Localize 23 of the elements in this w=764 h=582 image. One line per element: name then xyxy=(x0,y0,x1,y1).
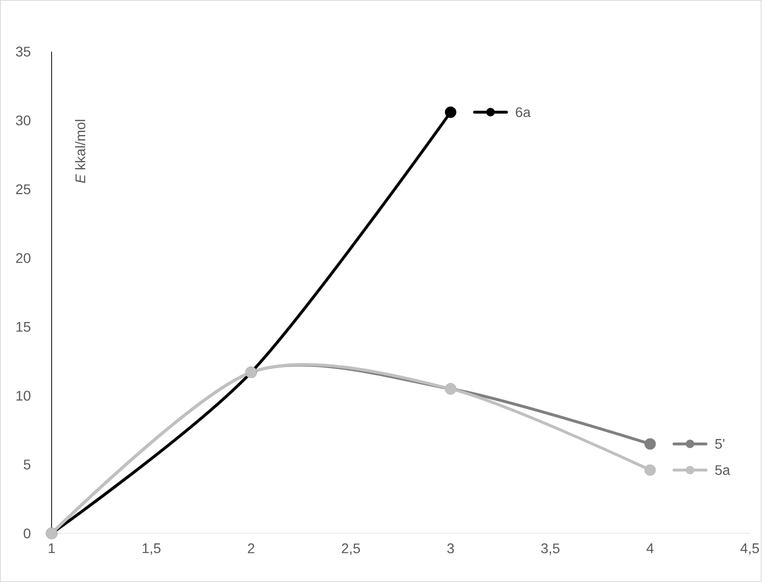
y-tick-label: 15 xyxy=(16,322,30,332)
legend-label: 6a xyxy=(516,107,531,118)
point xyxy=(644,438,656,450)
y-tick-label: 35 xyxy=(16,46,30,57)
y-tick-label: 5 xyxy=(24,460,30,470)
x-tick-label: 1,5 xyxy=(142,543,160,555)
legend-label: 5' xyxy=(715,439,724,449)
x-tick-label: 4 xyxy=(646,543,654,554)
y-axis-title: E kkal/mol xyxy=(75,120,86,184)
x-tick-label: 1 xyxy=(48,543,55,554)
y-tick-label: 20 xyxy=(16,253,30,264)
y-tick-label: 0 xyxy=(24,528,30,538)
legend-label: 5a xyxy=(715,465,730,475)
point xyxy=(644,464,656,476)
x-tick-label: 3 xyxy=(447,543,454,554)
x-tick-label: 4,5 xyxy=(740,543,759,555)
y-tick-label: 30 xyxy=(16,116,30,126)
y-tick-label: 10 xyxy=(16,390,30,401)
x-tick-label: 2,5 xyxy=(342,543,360,555)
x-tick-label: 3,5 xyxy=(541,543,560,555)
x-tick-label: 2 xyxy=(248,543,254,554)
y-tick-label: 25 xyxy=(16,184,30,194)
point xyxy=(444,106,456,118)
